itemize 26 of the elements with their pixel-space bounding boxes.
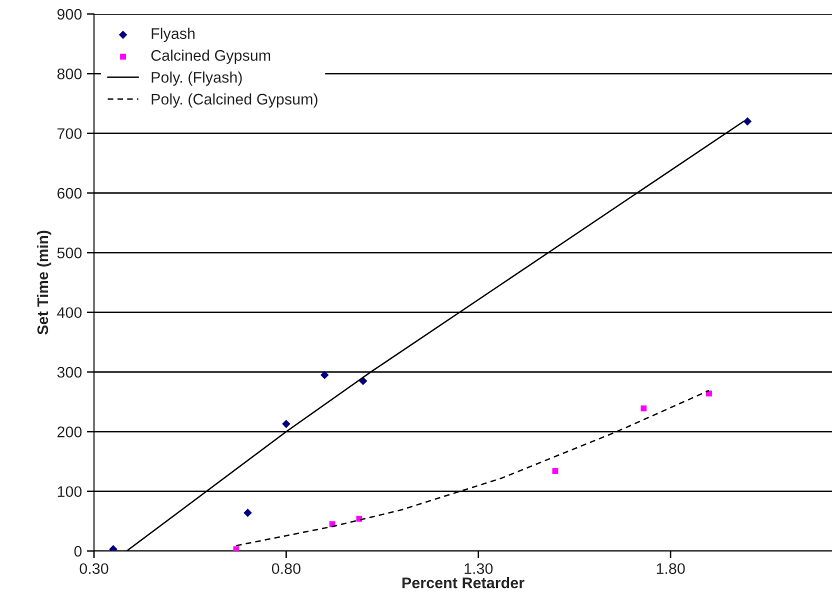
legend-label: Flyash	[152, 28, 195, 42]
point	[552, 468, 558, 474]
y-tick-label: 600	[57, 188, 82, 199]
legend-label: Poly. (Flyash)	[152, 72, 242, 86]
y-tick-label: 800	[57, 68, 82, 80]
y-tick-label: 500	[57, 248, 82, 258]
point	[640, 405, 647, 412]
y-tick-label: 700	[57, 128, 82, 140]
x-axis-title: Percent Retarder	[402, 577, 524, 588]
point	[743, 117, 752, 126]
y-tick-label: 200	[57, 426, 82, 438]
x-tick-label: 0.30	[80, 563, 108, 574]
y-tick-label: 300	[57, 366, 82, 378]
point	[244, 508, 252, 517]
y-tick-label: 100	[58, 486, 82, 498]
x-tick-label: 1.80	[656, 563, 685, 574]
y-axis-title: Set Time (min)	[36, 230, 52, 335]
y-tick-label: 400	[57, 307, 82, 318]
y-tick-label: 900	[57, 8, 82, 20]
x-tick-label: 0.80	[272, 563, 300, 574]
point	[282, 420, 290, 428]
y-tick-label: 0	[74, 546, 82, 557]
legend-label: Poly. (Calcined Gypsum)	[152, 93, 318, 108]
legend-label: Calcined Gypsum	[151, 50, 270, 64]
point	[320, 370, 329, 380]
x-tick-label: 1.30	[464, 563, 493, 574]
